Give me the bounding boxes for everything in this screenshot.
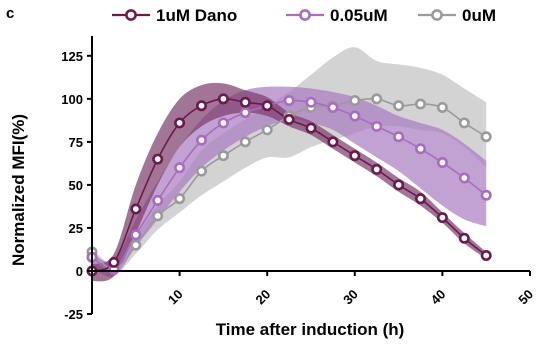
point-0um bbox=[414, 98, 426, 110]
point-0-05um bbox=[371, 120, 383, 132]
confidence-bands bbox=[92, 47, 487, 282]
x-tick-label: 10 bbox=[165, 286, 186, 307]
x-tick-label: 20 bbox=[252, 286, 273, 307]
band-1um-dano bbox=[92, 82, 487, 282]
point-1um-dano bbox=[196, 100, 208, 112]
point-1um-dano bbox=[283, 114, 295, 126]
point-1um-dano bbox=[152, 153, 164, 165]
point-0um bbox=[371, 93, 383, 105]
point-0-05um bbox=[217, 117, 229, 129]
point-0-05um bbox=[305, 96, 317, 108]
legend-label-0um: 0uM bbox=[462, 6, 496, 25]
x-tick-label: 40 bbox=[428, 286, 449, 307]
point-1um-dano bbox=[349, 150, 361, 162]
point-1um-dano bbox=[393, 179, 405, 191]
point-1um-dano bbox=[108, 256, 120, 268]
point-0-05um bbox=[152, 194, 164, 206]
point-0-05um bbox=[196, 134, 208, 146]
point-1um-dano bbox=[174, 117, 186, 129]
point-1um-dano bbox=[436, 212, 448, 224]
point-0-05um bbox=[458, 172, 470, 184]
y-axis-title: Normalized MFI(%) bbox=[9, 114, 28, 266]
point-1um-dano bbox=[305, 122, 317, 134]
point-1um-dano bbox=[261, 100, 273, 112]
x-tick-label: 50 bbox=[515, 286, 536, 307]
point-1um-dano bbox=[414, 193, 426, 205]
point-1um-dano bbox=[458, 232, 470, 244]
point-1um-dano bbox=[130, 203, 142, 215]
y-tick-label: 50 bbox=[69, 178, 83, 193]
point-0um bbox=[480, 131, 492, 143]
legend-marker-0um bbox=[431, 9, 443, 21]
point-0um bbox=[239, 136, 251, 148]
y-ticks: -25 0 25 50 75 100 125 bbox=[61, 49, 92, 322]
point-1um-dano bbox=[480, 249, 492, 261]
y-tick-label: 0 bbox=[76, 264, 83, 279]
point-0um bbox=[458, 117, 470, 129]
panel-letter: c bbox=[6, 5, 14, 22]
y-tick-label: 75 bbox=[69, 135, 83, 150]
point-0um bbox=[196, 165, 208, 177]
point-0-05um bbox=[283, 95, 295, 107]
point-0um bbox=[152, 210, 164, 222]
legend-label-1um-dano: 1uM Dano bbox=[156, 6, 237, 25]
point-0um bbox=[393, 100, 405, 112]
y-tick-label: 25 bbox=[69, 221, 83, 236]
point-0-05um bbox=[480, 189, 492, 201]
legend-marker-0-05um bbox=[299, 9, 311, 21]
x-tick-label: 30 bbox=[340, 286, 361, 307]
legend-marker-1um-dano bbox=[125, 9, 137, 21]
x-axis-title: Time after induction (h) bbox=[216, 320, 405, 339]
legend-label-0-05um: 0.05uM bbox=[330, 6, 388, 25]
point-0um bbox=[174, 193, 186, 205]
point-0-05um bbox=[414, 143, 426, 155]
axes bbox=[91, 36, 530, 314]
legend: 1uM Dano 0.05uM 0uM bbox=[112, 6, 496, 25]
point-0-05um bbox=[174, 162, 186, 174]
point-0-05um bbox=[436, 157, 448, 169]
point-1um-dano bbox=[327, 136, 339, 148]
y-tick-label: 125 bbox=[61, 49, 83, 64]
point-0um bbox=[130, 239, 142, 251]
y-tick-label: -25 bbox=[64, 307, 83, 322]
point-0-05um bbox=[239, 107, 251, 119]
point-0um bbox=[261, 124, 273, 136]
point-0-05um bbox=[327, 101, 339, 113]
series-points bbox=[86, 93, 492, 277]
point-0-05um bbox=[393, 131, 405, 143]
point-1um-dano bbox=[371, 163, 383, 175]
point-0um bbox=[217, 150, 229, 162]
point-0um bbox=[436, 101, 448, 113]
point-0-05um bbox=[130, 229, 142, 241]
point-0-05um bbox=[349, 110, 361, 122]
point-1um-dano bbox=[239, 96, 251, 108]
band-0um bbox=[92, 47, 487, 275]
point-0um bbox=[349, 95, 361, 107]
x-ticks: 10 20 30 40 50 bbox=[165, 270, 536, 307]
y-tick-label: 100 bbox=[61, 92, 83, 107]
point-1um-dano bbox=[217, 93, 229, 105]
